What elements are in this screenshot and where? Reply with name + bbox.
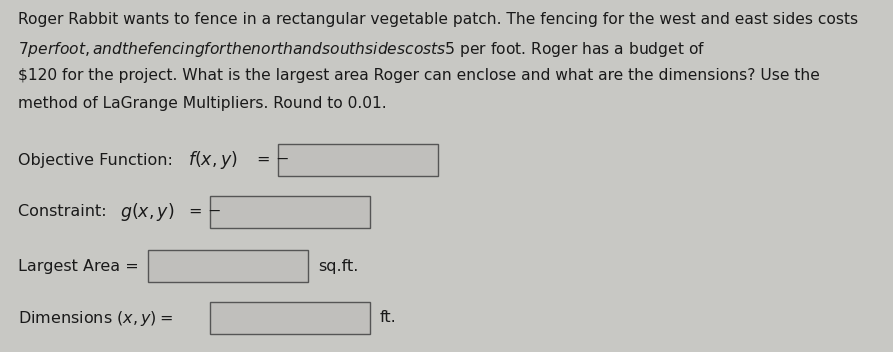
- FancyBboxPatch shape: [278, 144, 438, 176]
- Text: sq.ft.: sq.ft.: [318, 258, 358, 274]
- Text: Roger Rabbit wants to fence in a rectangular vegetable patch. The fencing for th: Roger Rabbit wants to fence in a rectang…: [18, 12, 858, 27]
- Text: Objective Function:: Objective Function:: [18, 152, 178, 168]
- Text: Largest Area =: Largest Area =: [18, 258, 144, 274]
- Text: $= -$: $= -$: [248, 152, 289, 168]
- FancyBboxPatch shape: [210, 302, 370, 334]
- Text: $f(\mathit{x},\mathit{y})$: $f(\mathit{x},\mathit{y})$: [188, 149, 238, 171]
- Text: method of LaGrange Multipliers. Round to 0.01.: method of LaGrange Multipliers. Round to…: [18, 96, 387, 111]
- FancyBboxPatch shape: [148, 250, 308, 282]
- Text: ft.: ft.: [380, 310, 396, 326]
- Text: $= -$: $= -$: [180, 205, 221, 220]
- FancyBboxPatch shape: [210, 196, 370, 228]
- Text: Constraint:: Constraint:: [18, 205, 112, 220]
- Text: $7 per foot, and the fencing for the north and south sides costs $5 per foot. Ro: $7 per foot, and the fencing for the nor…: [18, 40, 705, 59]
- Text: Dimensions $(\mathit{x},\mathit{y})=$: Dimensions $(\mathit{x},\mathit{y})=$: [18, 308, 173, 327]
- Text: $g(\mathit{x},\mathit{y})$: $g(\mathit{x},\mathit{y})$: [120, 201, 174, 223]
- Text: $120 for the project. What is the largest area Roger can enclose and what are th: $120 for the project. What is the larges…: [18, 68, 820, 83]
